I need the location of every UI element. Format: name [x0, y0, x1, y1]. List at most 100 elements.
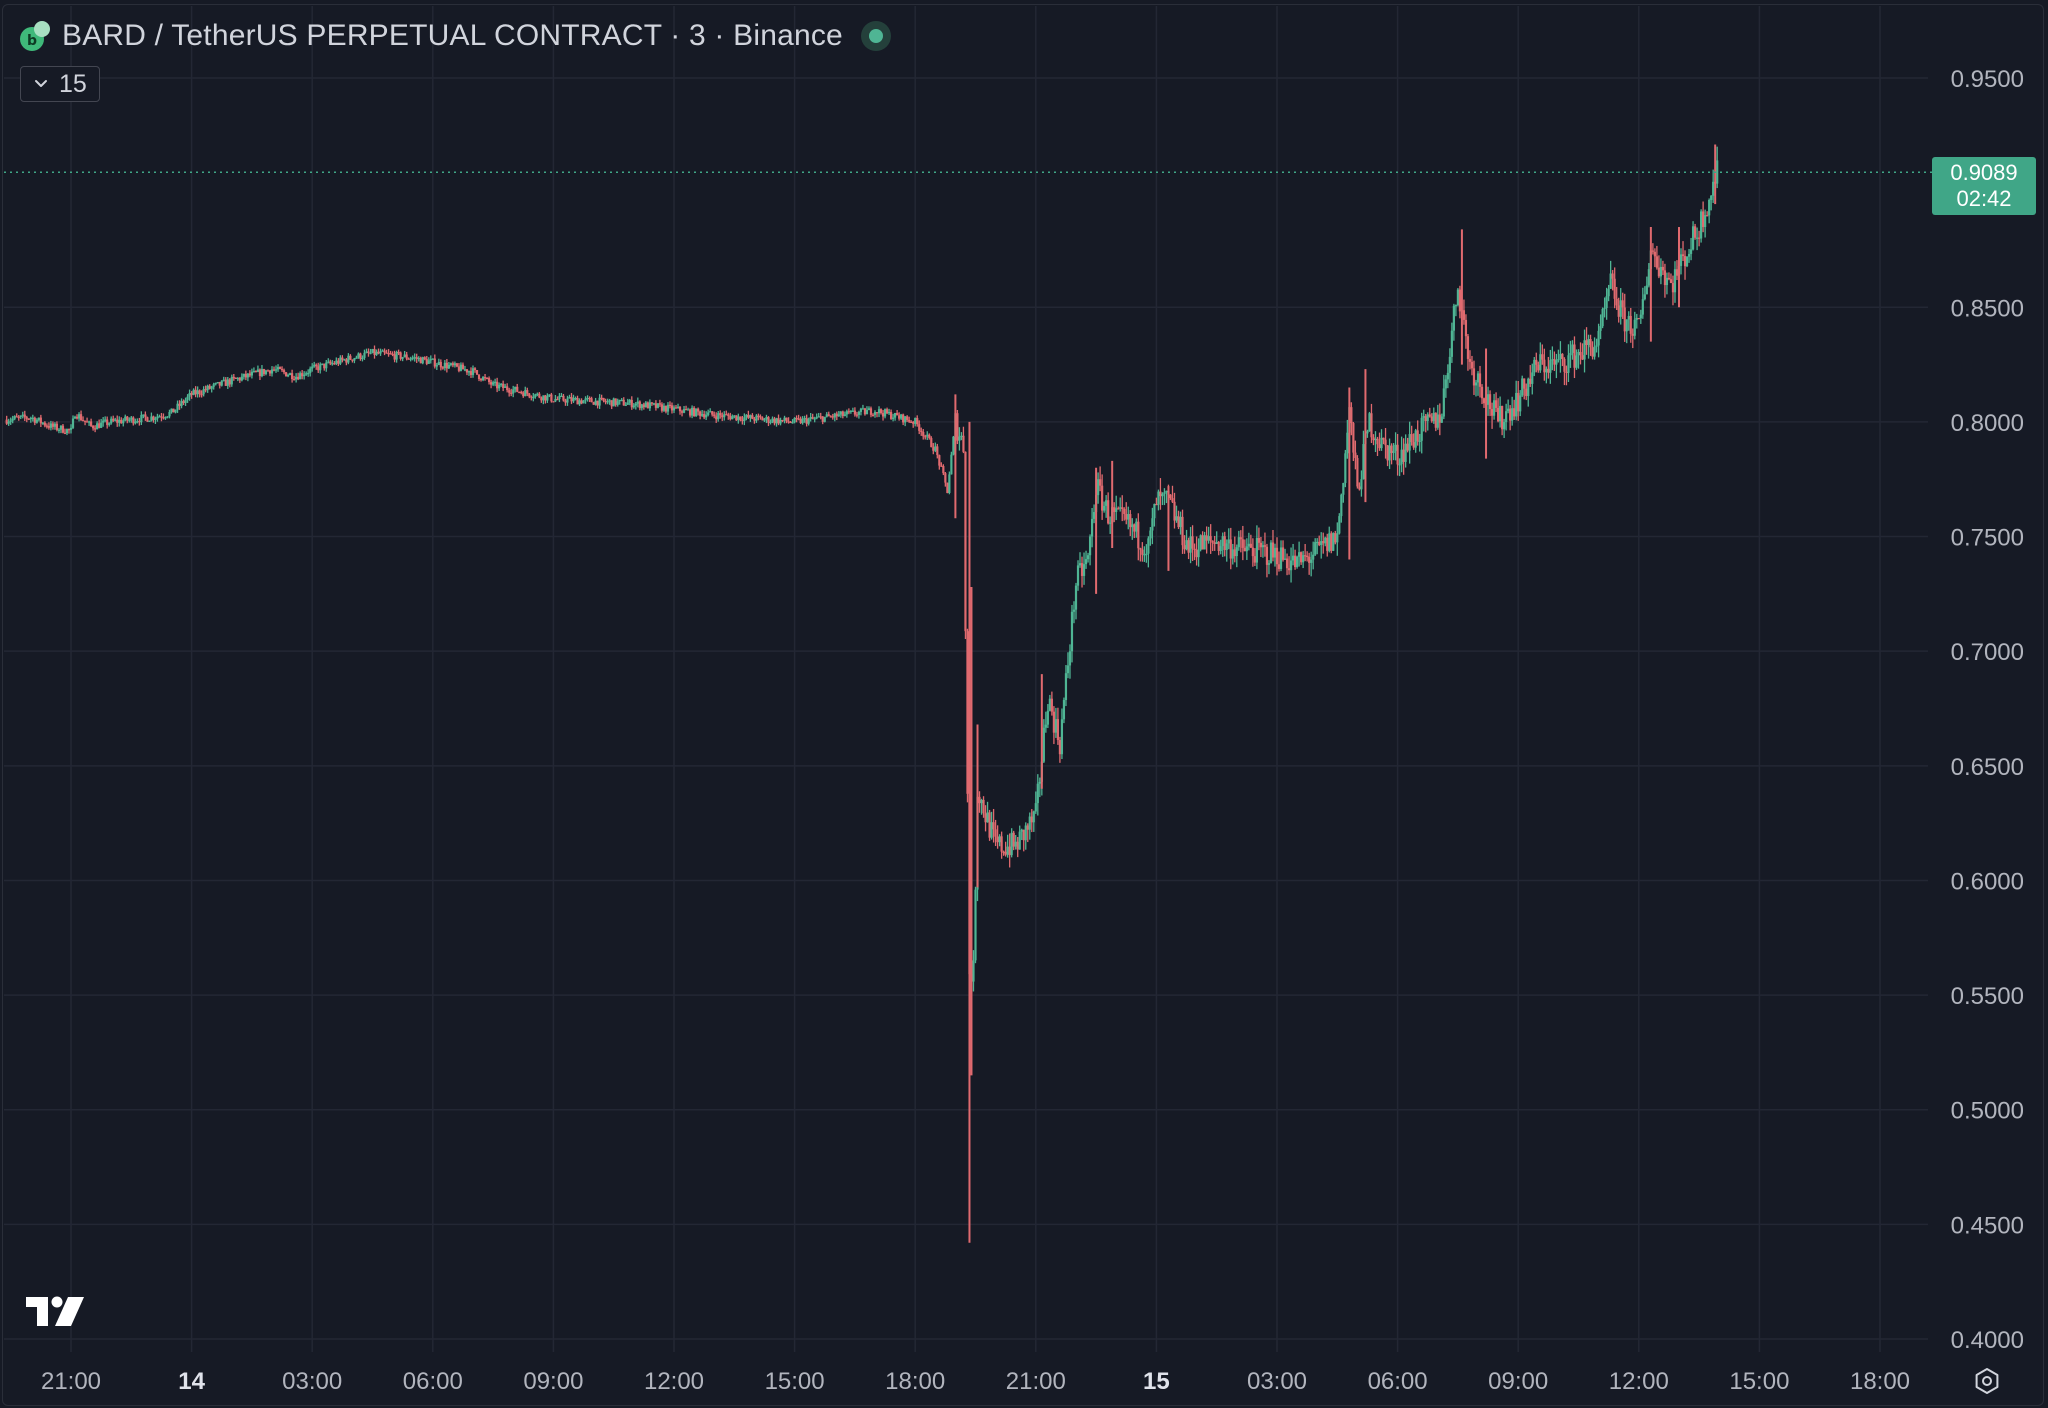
- candle-body: [1513, 408, 1516, 417]
- candle-body: [773, 418, 776, 424]
- candle-body: [1269, 542, 1273, 564]
- candle-body: [1509, 408, 1512, 421]
- candle-body: [1207, 536, 1210, 541]
- candle-body: [809, 417, 812, 420]
- candle-body: [19, 415, 22, 417]
- candle-body: [526, 390, 529, 394]
- candle-body: [1617, 305, 1620, 317]
- candle-body: [596, 400, 599, 406]
- candle-body: [1149, 530, 1152, 539]
- candle-body: [1675, 269, 1679, 276]
- candle-body: [703, 414, 706, 418]
- candle-body: [1022, 829, 1025, 841]
- candle-body: [1358, 486, 1361, 490]
- candle-body: [618, 399, 621, 402]
- candle-body: [508, 390, 511, 393]
- candle-body: [112, 418, 115, 421]
- candle-body: [940, 465, 943, 467]
- candle-body: [1219, 546, 1222, 551]
- candle-body: [1187, 540, 1190, 553]
- candle-body: [144, 414, 147, 418]
- candle-body: [891, 417, 895, 419]
- candle-body: [1661, 266, 1665, 271]
- candle-body: [1671, 283, 1675, 293]
- candle-body: [1103, 505, 1106, 511]
- candle-body: [266, 370, 270, 372]
- candle-body: [1008, 846, 1011, 856]
- candle-body: [106, 419, 109, 425]
- candle-body: [69, 427, 73, 430]
- candle-body: [729, 415, 732, 420]
- candle-body: [1014, 841, 1017, 847]
- tradingview-logo-icon[interactable]: [24, 1295, 86, 1329]
- candle-body: [1687, 253, 1691, 257]
- candle-body: [122, 420, 125, 424]
- symbol-title[interactable]: BARD / TetherUS PERPETUAL CONTRACT · 3 ·…: [62, 19, 843, 52]
- candle-body: [1521, 378, 1524, 396]
- candle-body: [1316, 541, 1319, 544]
- candle-body: [315, 364, 318, 367]
- candle-body: [41, 422, 44, 424]
- candle-body: [1229, 539, 1232, 559]
- candle-body: [926, 434, 929, 437]
- candle-body: [821, 416, 824, 422]
- candle-body: [787, 421, 790, 423]
- candle-body: [1215, 541, 1218, 544]
- candle-body: [5, 419, 8, 424]
- candle-body: [1310, 559, 1313, 563]
- candle-body: [819, 416, 822, 418]
- candle-body: [1265, 546, 1269, 565]
- settings-gear-icon[interactable]: [1972, 1366, 2002, 1396]
- candle-body: [1396, 444, 1399, 465]
- candle-body: [1308, 556, 1311, 563]
- candle-body: [264, 370, 268, 374]
- candle-body: [1599, 326, 1602, 331]
- candle-body: [1412, 442, 1415, 448]
- price-tick-label: 0.6500: [1951, 754, 2024, 781]
- candle-body: [1273, 547, 1277, 558]
- candle-body: [1279, 547, 1283, 569]
- time-tick-label: 06:00: [403, 1368, 463, 1395]
- candle-body: [865, 410, 869, 415]
- candle-body: [335, 360, 338, 364]
- candle-body: [1002, 851, 1005, 853]
- candle-body: [1517, 392, 1520, 412]
- candle-body: [1203, 535, 1206, 550]
- candle-body: [1147, 538, 1150, 554]
- candle-body: [1621, 300, 1624, 308]
- candle-body: [65, 429, 69, 434]
- time-tick-label: 14: [178, 1368, 205, 1395]
- interval-selector[interactable]: 15: [20, 66, 100, 102]
- candle-body: [102, 420, 105, 423]
- candle-body: [1511, 408, 1514, 421]
- candle-body: [1199, 535, 1202, 550]
- candle-body: [883, 409, 887, 417]
- candle-body: [461, 364, 465, 370]
- candle-body: [1036, 783, 1039, 804]
- candle-body: [855, 414, 859, 416]
- last-price-badge: 0.9089 02:42: [1932, 157, 2036, 215]
- candle-body: [465, 369, 469, 373]
- candle-body: [632, 405, 635, 408]
- candle-body: [96, 423, 99, 430]
- candle-body: [1084, 559, 1088, 565]
- candle-body: [299, 373, 302, 380]
- candle-body: [307, 372, 310, 375]
- candle-body: [13, 416, 16, 419]
- candle-body: [1253, 556, 1256, 563]
- candle-body: [1589, 339, 1592, 348]
- candle-body: [1275, 547, 1279, 565]
- candle-body: [1366, 431, 1369, 434]
- candle-body: [534, 394, 537, 397]
- candle-body: [624, 404, 627, 407]
- candle-body: [128, 419, 131, 421]
- candle-body: [1541, 354, 1544, 360]
- candle-body: [280, 368, 284, 371]
- market-status-indicator[interactable]: [860, 21, 891, 51]
- candle-body: [1289, 560, 1293, 571]
- candle-body: [1195, 549, 1198, 558]
- candle-body: [590, 398, 593, 403]
- candle-body: [1223, 536, 1226, 551]
- candle-body: [972, 960, 975, 982]
